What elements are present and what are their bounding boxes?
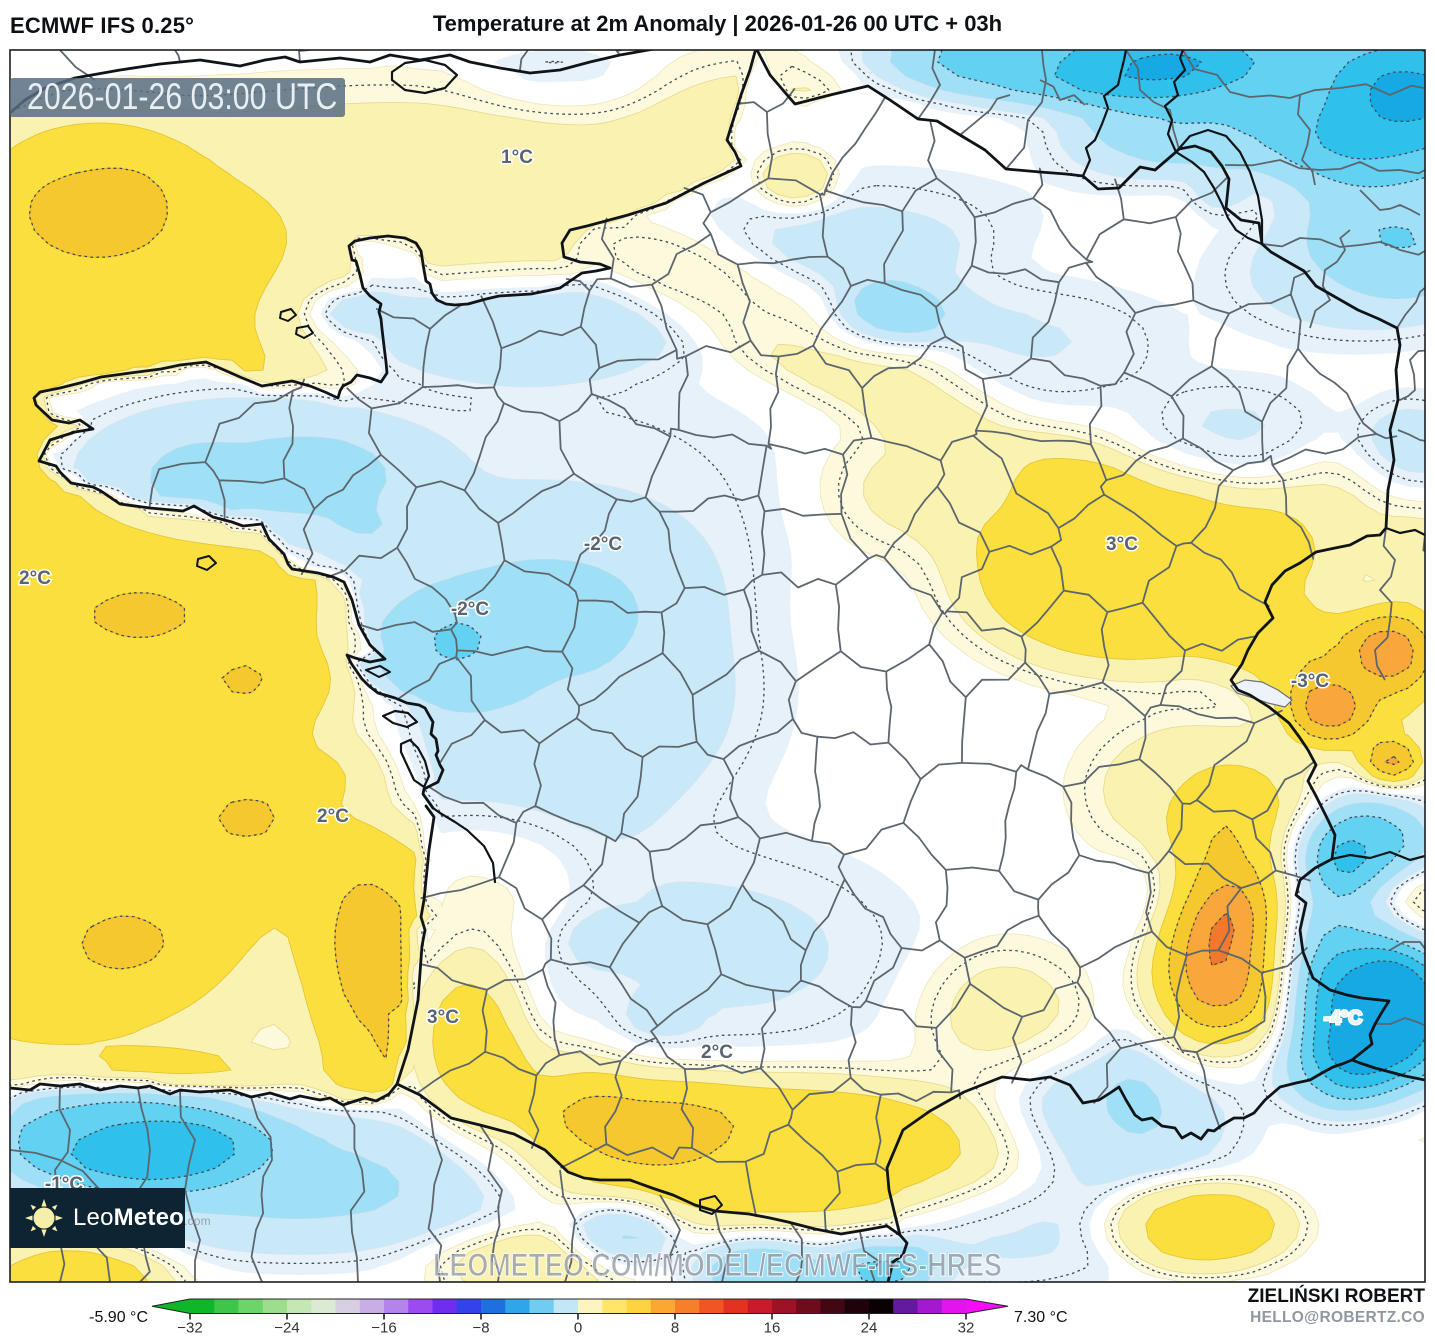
svg-text:3°C: 3°C bbox=[427, 1007, 459, 1028]
svg-text:-2°C: -2°C bbox=[451, 599, 489, 620]
svg-text:2°C: 2°C bbox=[317, 806, 349, 827]
svg-text:-4°C: -4°C bbox=[1324, 1008, 1362, 1029]
svg-text:3°C: 3°C bbox=[1106, 534, 1138, 555]
svg-text:2°C: 2°C bbox=[701, 1042, 733, 1063]
svg-text:-3°C: -3°C bbox=[1291, 671, 1329, 692]
svg-text:1°C: 1°C bbox=[501, 147, 533, 168]
svg-text:2°C: 2°C bbox=[19, 568, 51, 589]
svg-text:-2°C: -2°C bbox=[584, 534, 622, 555]
